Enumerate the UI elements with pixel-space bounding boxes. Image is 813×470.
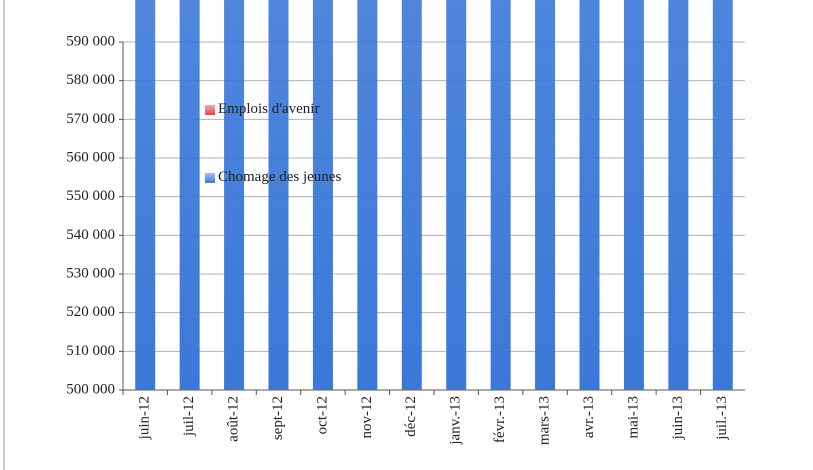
x-tick-label: nov-12	[359, 396, 375, 439]
x-tick-label: oct-12	[314, 396, 330, 434]
bar	[668, 0, 689, 390]
y-tick-label: 510 000	[66, 343, 115, 359]
bar	[401, 0, 422, 390]
y-tick-label: 520 000	[66, 304, 115, 320]
bar	[357, 0, 378, 391]
y-tick-label: 590 000	[66, 33, 115, 49]
bar	[579, 0, 600, 390]
bar	[446, 0, 467, 390]
y-tick-label: 530 000	[66, 265, 115, 281]
y-tick-label: 560 000	[66, 149, 115, 165]
bar	[712, 0, 733, 390]
legend-label: Chomage des jeunes	[218, 169, 342, 185]
legend-swatch	[205, 173, 215, 183]
y-tick-label: 540 000	[66, 227, 115, 243]
legend-swatch	[205, 105, 215, 115]
x-tick-label: sept-12	[270, 396, 286, 440]
bar	[179, 0, 200, 390]
x-tick-label: janv.-13	[448, 396, 464, 446]
bar	[535, 0, 556, 391]
x-tick-label: mai-13	[625, 396, 641, 439]
bar	[490, 0, 511, 391]
x-tick-label: juin-13	[670, 396, 686, 440]
x-tick-label: avr.-13	[581, 396, 597, 438]
x-tick-label: mars-13	[537, 396, 553, 445]
y-tick-label: 550 000	[66, 188, 115, 204]
y-tick-label: 570 000	[66, 111, 115, 127]
x-tick-label: juin-12	[137, 396, 153, 440]
x-tick-label: août-12	[226, 396, 242, 442]
x-tick-label: juil.-13	[714, 396, 730, 441]
bar	[224, 0, 245, 390]
x-tick-label: juil-12	[181, 396, 197, 437]
bar	[268, 0, 289, 390]
bar	[623, 0, 644, 391]
y-tick-label: 500 000	[66, 381, 115, 397]
legend-label: Emplois d'avenir	[218, 101, 320, 117]
x-tick-label: déc-12	[403, 396, 419, 437]
y-tick-label: 580 000	[66, 72, 115, 88]
x-tick-label: févr.-13	[492, 396, 508, 443]
bar	[135, 0, 156, 390]
bar	[312, 0, 333, 390]
